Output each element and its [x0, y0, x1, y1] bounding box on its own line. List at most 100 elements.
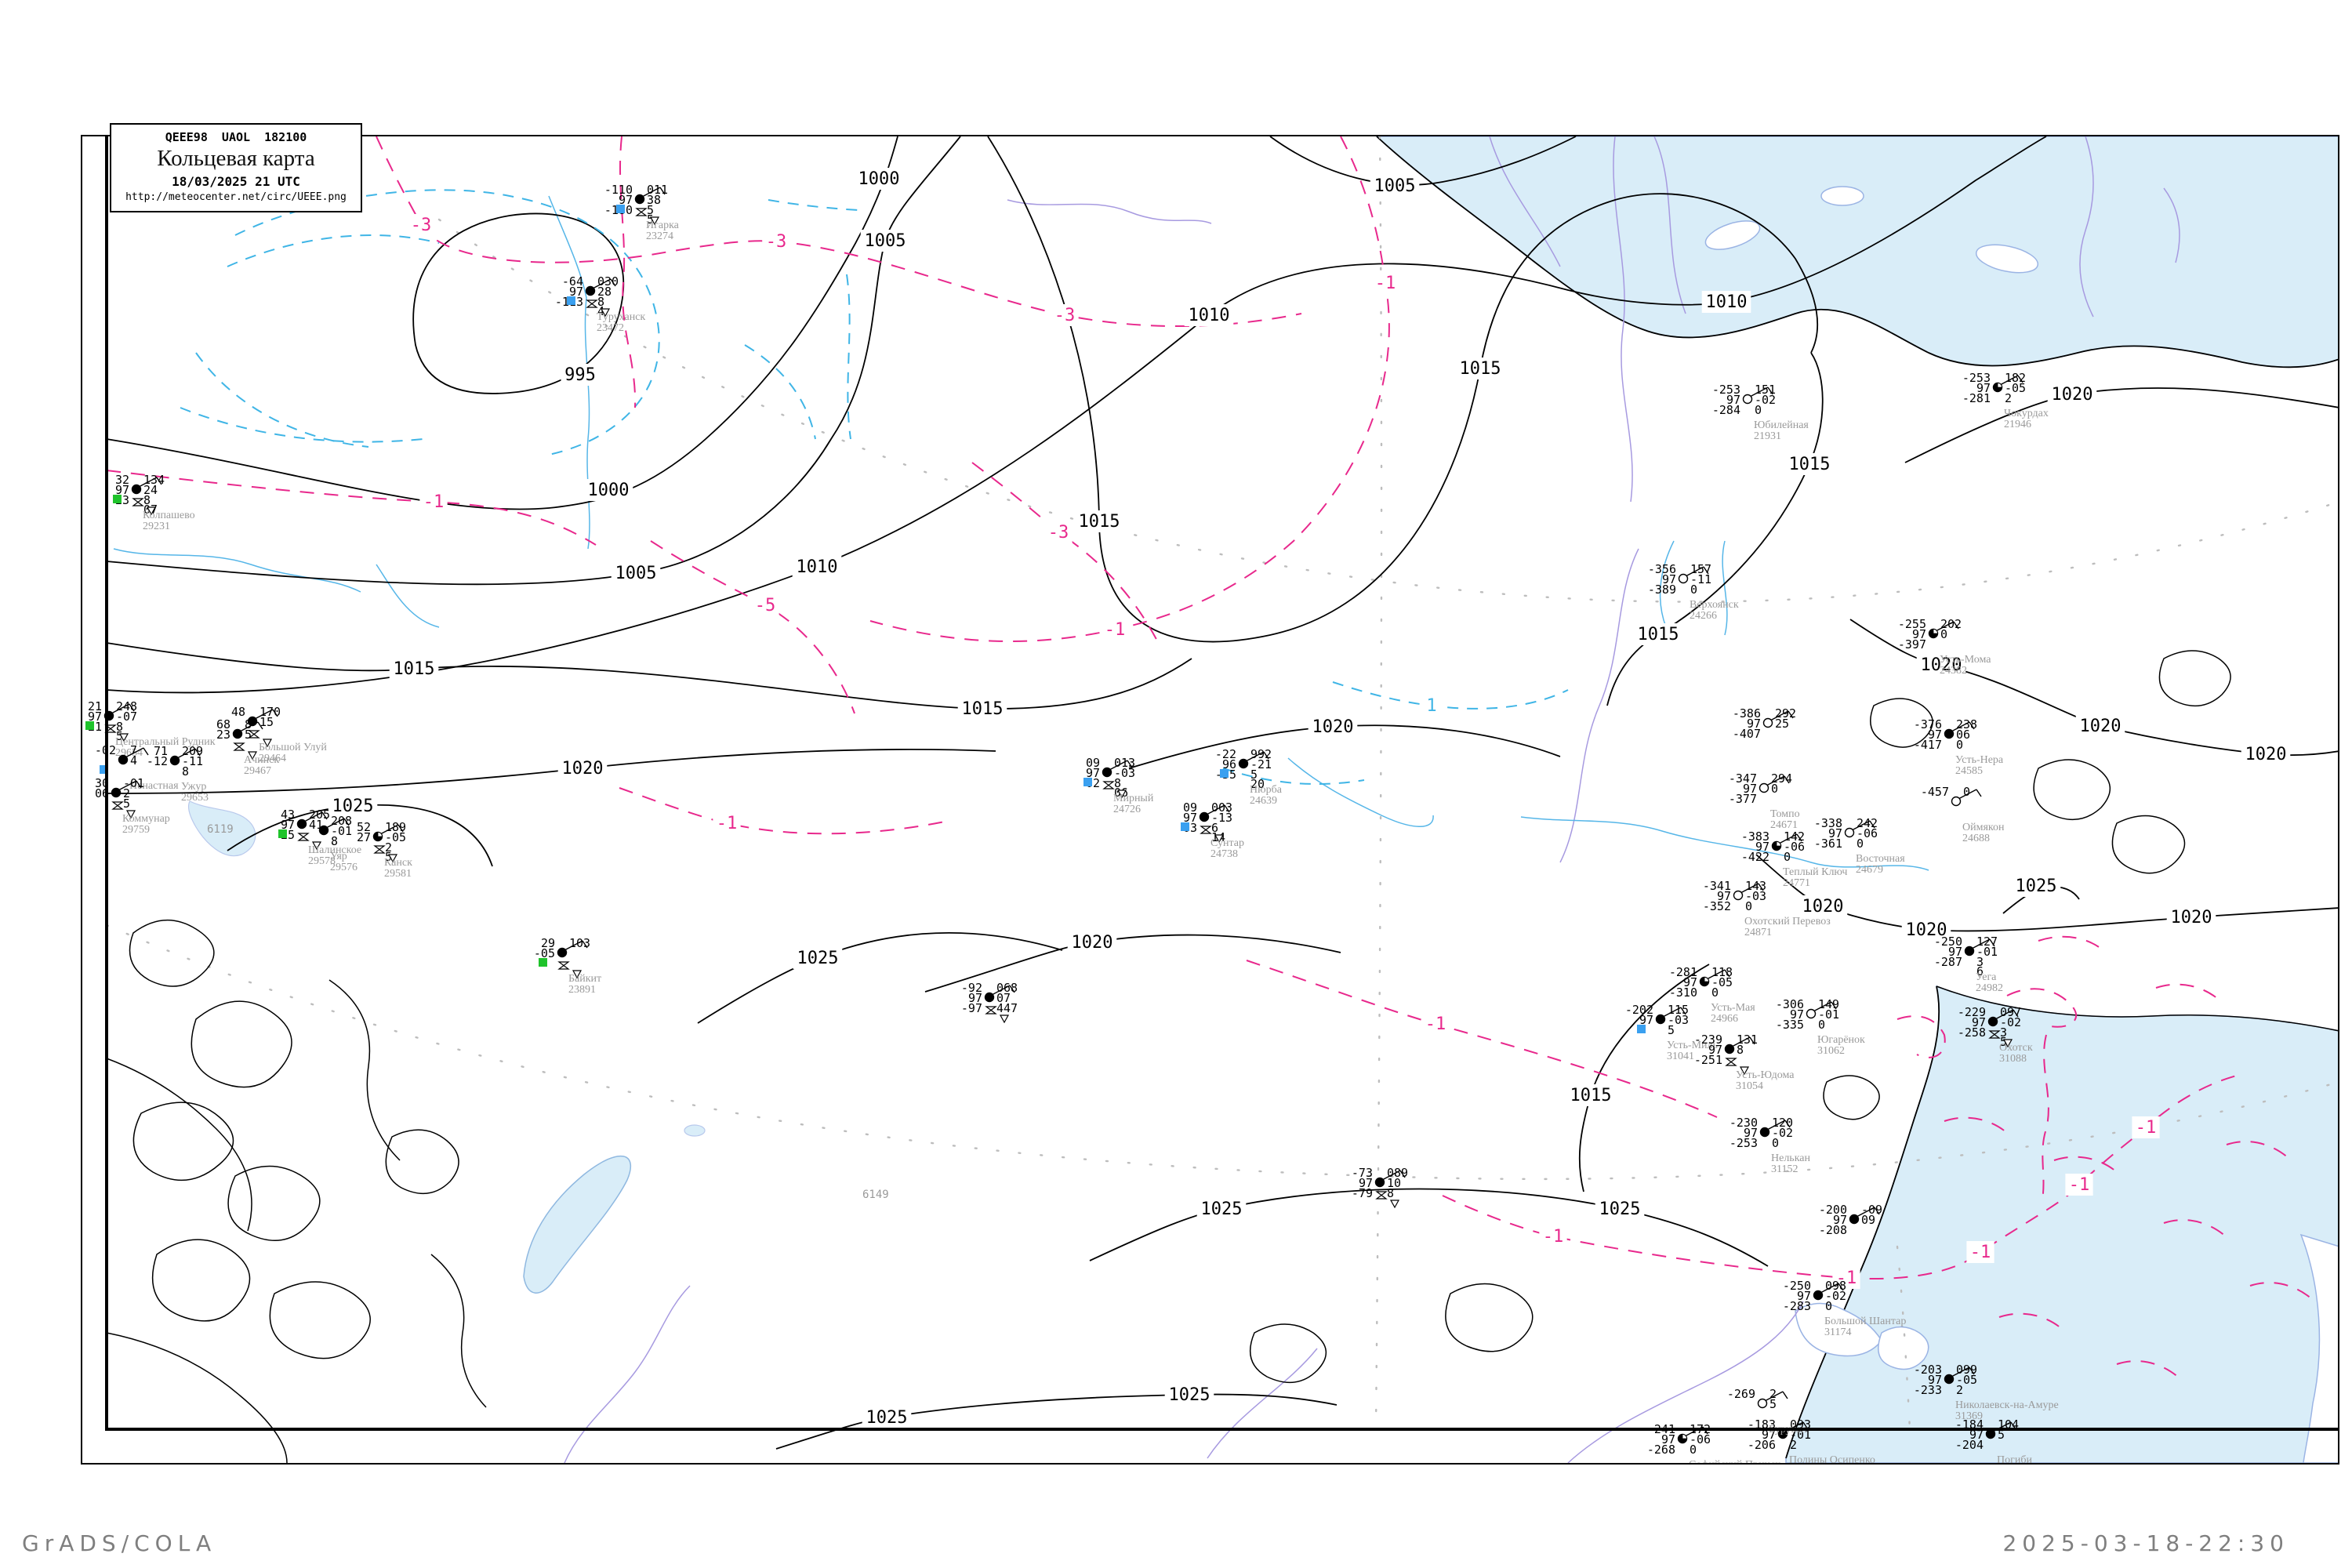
isobar-label: 1015: [1074, 510, 1124, 532]
station-value-left: -457: [1921, 785, 1949, 799]
wind-barb-icon: [1851, 820, 1875, 831]
station-value-left: 97: [1972, 1015, 1986, 1029]
station-id: 24382: [1940, 665, 1967, 677]
station-value-left: -92: [961, 981, 982, 995]
wind-barb-icon: [239, 721, 263, 732]
station-value-left: 97: [569, 285, 583, 299]
station-value-left: -306: [1776, 997, 1804, 1011]
station-name: Байкит: [568, 973, 601, 985]
cloud-cover-icon: [1678, 573, 1689, 584]
station-value-left: 23: [216, 728, 230, 742]
wind-barb-icon: [254, 709, 278, 720]
station-value-right: -02: [1755, 393, 1776, 407]
station-value-right: 8: [1387, 1186, 1394, 1200]
station-value-left: 97: [1790, 1007, 1804, 1022]
svg-text:-1: -1: [2069, 1175, 2090, 1195]
wind-barb-icon: [1769, 710, 1794, 721]
station-value-left: 97: [1717, 889, 1731, 903]
station-value-left: 97: [1359, 1176, 1373, 1190]
station-value-right: 8: [143, 493, 151, 507]
station-name: Колпашево: [143, 510, 195, 521]
station-name: Ужур: [181, 781, 206, 793]
station-name: Игарка: [646, 220, 680, 231]
station-value-right: 20: [1250, 777, 1265, 791]
cloud-cover-icon: [296, 818, 307, 829]
station-value-left: -310: [1669, 985, 1697, 1000]
station-id: 21946: [2004, 419, 2031, 430]
cyan-contours: [180, 189, 1569, 785]
station-value-left: 97: [1747, 717, 1761, 731]
isotherm-labels: -3 -3 -3 -3 -5 -1 -1 -1 -1 -1 -1 -1 -1 -1 -11: [407, 214, 2160, 1289]
cloud-cover-icon: [232, 728, 243, 739]
cloud-cover-quarter: [1704, 977, 1709, 982]
svg-text:1020: 1020: [1906, 920, 1947, 940]
svg-text:-1: -1: [1425, 1014, 1446, 1034]
svg-text:-1: -1: [1970, 1243, 1991, 1262]
station-id: 24266: [1690, 610, 1717, 622]
station-value-left: 21: [88, 699, 102, 713]
wind-barb-icon: [1766, 775, 1790, 786]
station-value-left: -230: [1730, 1116, 1758, 1130]
wx-triangle-icon: [262, 739, 273, 748]
wx-triangle-icon: [118, 733, 129, 742]
isobar-label: 1000: [583, 479, 633, 501]
wind-barb-icon: [379, 824, 404, 835]
station-value-right: 0: [1771, 782, 1778, 796]
station-id: 31054: [1736, 1080, 1763, 1092]
station-value-right: 25: [1775, 717, 1789, 731]
station-value-left: 97: [619, 193, 633, 207]
station-value-right: 097: [2000, 1005, 2021, 1019]
station-name: Коммунар: [122, 813, 170, 825]
station-value-right: -05: [2005, 381, 2026, 395]
svg-text:1005: 1005: [865, 231, 906, 251]
isotherm-label: -1: [1966, 1241, 1994, 1263]
wx-bowtie-icon: [233, 742, 245, 751]
station-value-right: 5: [123, 797, 130, 811]
station-value-left: 97: [1662, 572, 1676, 586]
cloud-cover-icon: [1102, 767, 1112, 778]
station-id: 31369: [1955, 1410, 1983, 1422]
station-id: 24982: [1976, 982, 2003, 994]
wind-barb-icon: [564, 940, 588, 951]
station-value-left: -284: [1712, 403, 1740, 417]
wind-barb-icon: [176, 748, 201, 759]
green-precip-marker-icon: [113, 495, 122, 503]
station-id: 31174: [1824, 1327, 1851, 1338]
station-value-left: 52: [357, 820, 371, 834]
isobar-label: 1020: [1067, 931, 1117, 953]
svg-text:-3: -3: [411, 216, 432, 235]
wx-bowtie-icon: [111, 801, 124, 810]
station-id: 24871: [1744, 927, 1772, 938]
bulletin-header: QEEE98 UAOL 182100: [165, 130, 307, 144]
station-name: Большой Улуй: [259, 742, 327, 753]
station-value-left: -251: [1694, 1053, 1722, 1067]
station-id: 31088: [1999, 1053, 2027, 1065]
wind-barb-icon: [1951, 721, 1975, 732]
svg-text:-1: -1: [1105, 620, 1126, 640]
station-id: 24966: [1711, 1013, 1738, 1025]
station-value-left: -64: [562, 274, 583, 289]
station-value-right: 0: [1825, 1299, 1832, 1313]
station-value-left: -417: [1914, 738, 1942, 752]
svg-text:1005: 1005: [1374, 176, 1416, 196]
grads-credit: GrADS/COLA: [22, 1530, 217, 1556]
station-plot: -26925Бурукан: [1727, 1387, 1807, 1436]
cloud-cover-icon: [1985, 1428, 1996, 1439]
station-value-right: -01: [123, 776, 144, 790]
wind-barb-icon: [138, 477, 162, 488]
wind-barb-icon: [1731, 1036, 1755, 1047]
wx-triangle-icon: [649, 216, 660, 226]
station-value-left: 97: [88, 710, 102, 724]
cloud-cover-icon: [1759, 782, 1769, 793]
station-name: Чокурдах: [2004, 408, 2049, 419]
wind-barb-icon: [1856, 1207, 1880, 1218]
isobar-label: 1020: [1798, 895, 1848, 917]
station-value-right: 28: [597, 285, 612, 299]
station-value-left: -239: [1694, 1033, 1722, 1047]
station-value-right: 202: [1940, 617, 1962, 631]
